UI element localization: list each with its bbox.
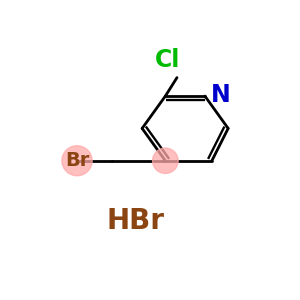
Text: Br: Br	[65, 151, 89, 170]
Text: HBr: HBr	[106, 207, 164, 235]
Text: Cl: Cl	[155, 48, 180, 72]
Text: N: N	[211, 83, 230, 107]
Circle shape	[153, 148, 178, 173]
Circle shape	[62, 146, 92, 176]
